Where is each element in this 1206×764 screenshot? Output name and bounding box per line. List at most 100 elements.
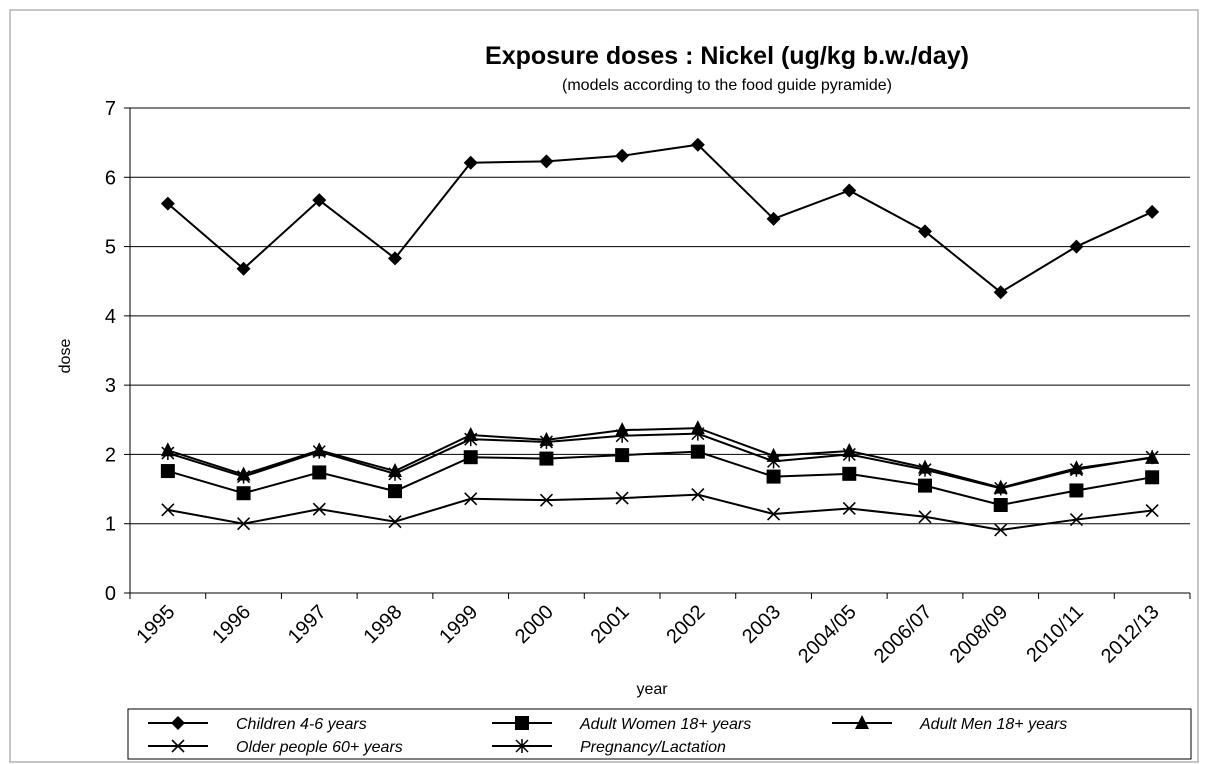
legend-item-adult-men-18-years: Adult Men 18+ years <box>832 715 1067 733</box>
data-point <box>160 464 175 479</box>
legend-item-adult-women-18-years: Adult Women 18+ years <box>492 716 751 733</box>
data-point <box>766 211 781 226</box>
data-point <box>463 155 478 170</box>
data-point <box>539 451 554 466</box>
y-tick-label: 7 <box>105 98 116 120</box>
data-point <box>918 224 932 239</box>
legend-item-children-4-6-years: Children 4-6 years <box>148 716 367 733</box>
legend-item-older-people-60-years: Older people 60+ years <box>148 739 403 756</box>
data-point <box>463 450 478 465</box>
data-point <box>842 466 857 481</box>
data-point <box>236 486 251 501</box>
series-line <box>167 493 1153 531</box>
y-tick-label: 0 <box>105 583 116 605</box>
series-children-4-6-years <box>160 137 1160 300</box>
series-adult-women-18-years <box>160 444 1160 513</box>
marker-stroke <box>691 488 705 502</box>
x-axis-label: year <box>636 681 668 698</box>
data-point <box>312 465 327 480</box>
data-point <box>1069 462 1083 477</box>
marker-stroke <box>767 507 781 521</box>
marker-stroke <box>161 503 175 517</box>
data-point <box>1145 450 1159 465</box>
marker-stroke <box>615 491 629 505</box>
legend-label: Adult Men 18+ years <box>919 716 1067 733</box>
legend: Children 4-6 years Adult Women 18+ years A… <box>127 708 1192 760</box>
legend-marker <box>515 716 529 730</box>
data-point <box>539 434 553 449</box>
series-line <box>167 450 1153 507</box>
marker-stroke <box>994 523 1008 537</box>
data-point <box>767 507 781 521</box>
data-point <box>615 148 630 163</box>
data-point <box>615 491 629 505</box>
data-point <box>539 154 554 169</box>
y-tick-label: 3 <box>105 375 116 397</box>
marker-stroke <box>539 493 553 507</box>
data-point <box>388 484 402 499</box>
y-tick-label: 1 <box>105 514 116 536</box>
legend-label: Adult Women 18+ years <box>579 716 751 733</box>
data-point <box>842 447 856 462</box>
marker-stroke <box>1069 512 1083 527</box>
data-point <box>691 426 705 441</box>
data-point <box>993 285 1008 300</box>
data-point <box>312 444 326 459</box>
legend-marker <box>855 715 869 729</box>
y-tick-label: 2 <box>105 444 116 466</box>
data-point <box>388 251 402 266</box>
data-point <box>767 454 781 469</box>
chart-subtitle: (models according to the food guide pyra… <box>562 77 892 94</box>
data-point <box>1145 503 1159 518</box>
data-point <box>1145 204 1160 219</box>
data-point <box>464 492 478 506</box>
y-tick-label: 5 <box>105 237 116 259</box>
data-point <box>1069 483 1084 498</box>
data-point <box>994 481 1008 496</box>
data-point <box>918 510 932 524</box>
data-point <box>539 493 553 507</box>
marker-stroke <box>237 517 251 531</box>
data-point <box>842 501 856 516</box>
data-point <box>766 469 781 484</box>
marker-stroke <box>464 492 478 506</box>
series-pregnancy-lactation <box>161 426 1159 496</box>
data-point <box>690 137 705 152</box>
data-point <box>464 432 478 447</box>
data-point <box>160 196 175 211</box>
data-point <box>615 428 629 443</box>
series-line <box>167 143 1153 294</box>
legend-label: Pregnancy/Lactation <box>580 739 726 756</box>
data-point <box>691 488 705 502</box>
data-point <box>237 517 251 531</box>
legend-item-pregnancy-lactation: Pregnancy/Lactation <box>492 739 726 756</box>
data-point <box>993 498 1008 513</box>
data-point <box>690 444 705 459</box>
data-point <box>388 515 402 529</box>
marker-stroke <box>312 502 326 516</box>
chart-title: Exposure doses : Nickel (ug/kg b.w./day) <box>485 42 969 70</box>
legend-marker <box>171 716 185 730</box>
data-point <box>388 466 402 481</box>
y-tick-label: 6 <box>105 167 116 189</box>
legend-label: Older people 60+ years <box>236 739 403 756</box>
data-point <box>161 503 175 517</box>
data-point <box>842 183 857 198</box>
data-point <box>1069 239 1084 254</box>
data-point <box>1069 512 1083 527</box>
data-point <box>1145 470 1160 485</box>
legend-label: Children 4-6 years <box>236 716 367 733</box>
data-point <box>312 193 327 208</box>
chart-frame <box>9 9 1199 763</box>
series-older-people-60-years <box>161 488 1159 537</box>
data-point <box>237 469 251 484</box>
series-line <box>167 432 1153 490</box>
data-point <box>994 523 1008 537</box>
legend-box <box>127 708 1192 760</box>
legend-marker <box>171 739 185 753</box>
y-tick-label: 4 <box>105 306 116 328</box>
data-point <box>312 502 326 516</box>
series-lines <box>160 137 1160 537</box>
